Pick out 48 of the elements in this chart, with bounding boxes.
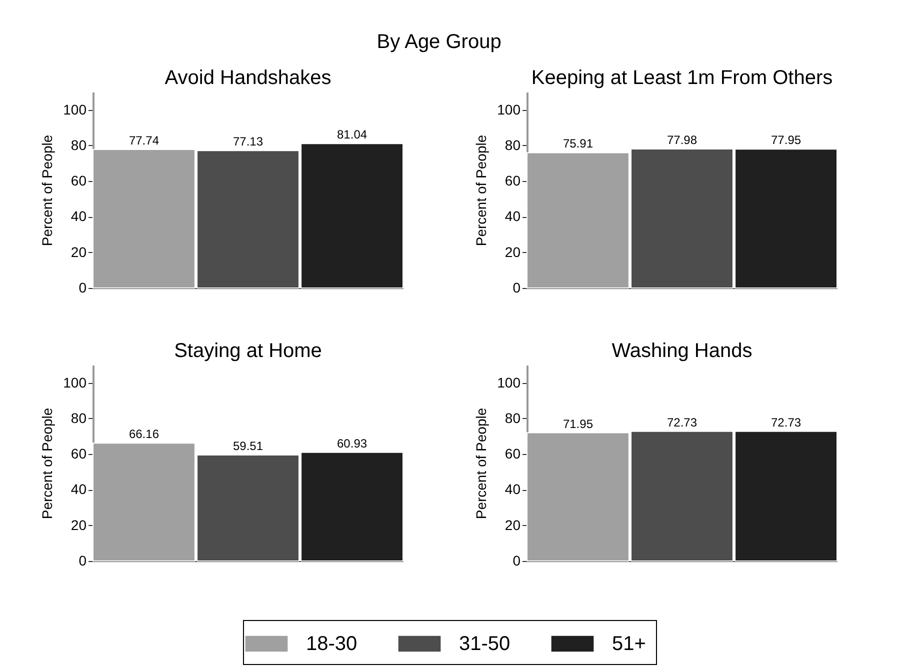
y-tick-label: 40 [70, 481, 87, 498]
data-label: 81.04 [337, 128, 368, 142]
legend-label: 51+ [612, 632, 646, 655]
data-label: 72.73 [771, 415, 802, 430]
y-tick-label: 0 [512, 280, 521, 296]
y-tick-label: 40 [504, 481, 521, 498]
y-axis-title: Percent of People [473, 134, 490, 246]
data-label: 75.91 [562, 136, 594, 151]
y-tick-label: 20 [70, 516, 87, 533]
y-tick-label: 20 [504, 516, 521, 533]
y-axis-title: Percent of People [39, 134, 56, 246]
y-tick-label: 80 [70, 410, 87, 426]
y-tick-label: 100 [497, 101, 521, 118]
y-tick-label: 20 [504, 244, 521, 260]
data-label: 60.93 [337, 436, 368, 450]
y-axis-title: Percent of People [473, 408, 490, 520]
y-tick-label: 100 [497, 374, 521, 390]
data-label: 77.95 [771, 133, 802, 148]
y-tick-label: 100 [63, 101, 87, 118]
chart-title: Keeping at Least 1m From Others [531, 67, 833, 89]
data-label: 71.95 [562, 416, 594, 431]
y-tick-label: 20 [70, 244, 87, 260]
y-tick-label: 80 [504, 410, 521, 426]
y-tick-label: 60 [70, 446, 87, 462]
chart-title: Washing Hands [612, 340, 752, 362]
y-tick-label: 60 [504, 446, 521, 462]
y-tick-label: 0 [78, 280, 87, 296]
y-tick-label: 60 [504, 172, 521, 189]
legend-label: 31-50 [459, 632, 510, 655]
data-label: 72.73 [666, 415, 698, 430]
y-tick-label: 80 [504, 136, 521, 153]
data-label: 77.13 [232, 134, 264, 149]
data-label: 77.74 [128, 133, 160, 148]
y-tick-label: 80 [70, 136, 87, 153]
y-tick-label: 0 [78, 552, 87, 568]
y-tick-label: 40 [504, 208, 521, 224]
y-tick-label: 0 [512, 552, 521, 568]
data-label: 59.51 [232, 438, 264, 453]
y-tick-label: 100 [63, 374, 87, 390]
chart-title: Avoid Handshakes [164, 67, 332, 89]
text: By Age Group [376, 31, 502, 53]
legend-label: 18-30 [306, 632, 358, 655]
y-tick-label: 60 [70, 172, 87, 189]
y-axis-title: Percent of People [39, 408, 56, 520]
data-label: 77.98 [666, 133, 698, 148]
data-label: 66.16 [128, 427, 160, 442]
y-tick-label: 40 [70, 208, 87, 224]
chart-title: Staying at Home [174, 340, 322, 362]
